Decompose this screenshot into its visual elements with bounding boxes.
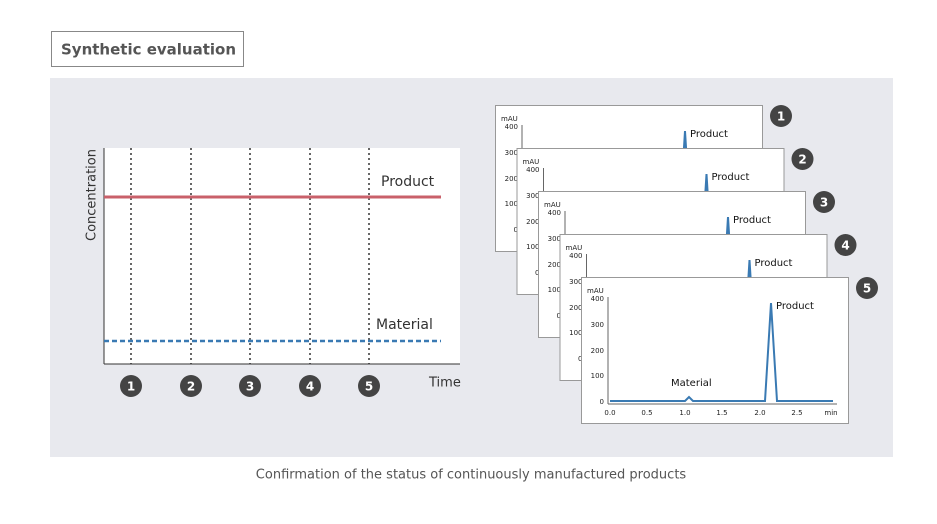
y-tick-label: 0 [578, 355, 582, 363]
product-label: Product [776, 301, 814, 312]
y-tick-label: 300 [526, 192, 539, 200]
y-tick-label: 300 [569, 278, 582, 286]
marker-circle [791, 148, 814, 170]
y-tick-label: 400 [526, 166, 539, 174]
marker-number: 3 [246, 380, 254, 394]
marker-number: 1 [777, 110, 785, 124]
y-tick-label: 0 [535, 269, 539, 277]
y-tick-label: 200 [591, 347, 604, 355]
marker-circle [813, 191, 835, 213]
card [581, 277, 849, 424]
y-tick-label: 200 [526, 218, 539, 226]
title: Synthetic evaluation [61, 41, 236, 59]
x-tick-label: 1.5 [716, 409, 727, 417]
plot-area [104, 148, 460, 364]
marker-number: 4 [841, 239, 849, 253]
y-tick-label: 400 [505, 123, 518, 131]
y-tick-label: 0 [514, 226, 518, 234]
x-tick-label: 2.5 [791, 409, 802, 417]
y-unit: mAU [523, 158, 540, 166]
marker-number: 3 [820, 196, 828, 210]
product-label: Product [755, 258, 793, 269]
x-tick-label: 1.0 [679, 409, 690, 417]
marker-number: 1 [127, 380, 135, 394]
product-label: Product [690, 129, 728, 140]
marker-circle [120, 375, 142, 397]
marker-circle [299, 375, 321, 397]
material-label: Material [671, 378, 712, 389]
y-tick-label: 0 [557, 312, 561, 320]
x-tick-label: 0.0 [604, 409, 615, 417]
schematic-chart: Concentration Time Product Material [85, 148, 461, 391]
y-tick-label: 100 [548, 286, 561, 294]
x-tick-label: 0.5 [641, 409, 652, 417]
y-tick-label: 100 [569, 329, 582, 337]
caption: Confirmation of the status of continuous… [256, 468, 687, 483]
y-tick-label: 400 [591, 295, 604, 303]
marker-number: 5 [863, 282, 871, 296]
material-label: Material [376, 317, 433, 333]
y-unit: mAU [501, 115, 518, 123]
y-unit: mAU [566, 244, 583, 252]
marker-number: 4 [306, 380, 314, 394]
y-unit: mAU [544, 201, 561, 209]
marker-number: 5 [365, 380, 373, 394]
marker-number: 2 [187, 380, 195, 394]
marker-circle [834, 234, 857, 256]
x-tick-label: 2.0 [754, 409, 765, 417]
y-tick-label: 100 [505, 200, 518, 208]
y-tick-label: 200 [548, 261, 561, 269]
y-tick-label: 100 [591, 372, 604, 380]
marker-circle [358, 375, 380, 397]
marker-circle [856, 277, 878, 299]
product-label: Product [712, 172, 750, 183]
chromatogram-stack: mAU40030020010000.00.51.01.52.02.5minPro… [495, 105, 878, 424]
y-tick-label: 200 [569, 304, 582, 312]
y-tick-label: 300 [505, 149, 518, 157]
title-box [51, 31, 244, 67]
y-tick-label: 400 [569, 252, 582, 260]
x-label: Time [428, 376, 461, 391]
trace [610, 302, 833, 402]
marker-circle [180, 375, 202, 397]
marker-circle [239, 375, 261, 397]
product-label: Product [733, 215, 771, 226]
y-tick-label: 200 [505, 175, 518, 183]
product-label: Product [381, 174, 435, 190]
y-unit: mAU [587, 287, 604, 295]
y-tick-label: 400 [548, 209, 561, 217]
x-unit: min [824, 409, 837, 417]
y-tick-label: 0 [600, 398, 604, 406]
y-tick-label: 100 [526, 243, 539, 251]
y-tick-label: 300 [591, 321, 604, 329]
marker-circle [770, 105, 792, 127]
y-label: Concentration [85, 149, 100, 241]
y-tick-label: 300 [548, 235, 561, 243]
marker-number: 2 [798, 153, 806, 167]
